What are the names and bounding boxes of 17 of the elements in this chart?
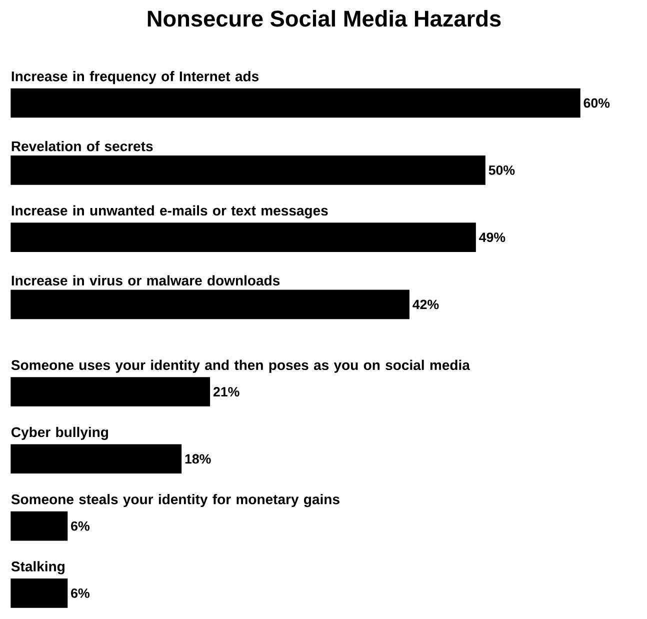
data-label: 21% [213,387,240,396]
chart-title: Nonsecure Social Media Hazards [148,10,501,27]
data-label: 6% [71,521,90,531]
data-label: 50% [488,165,515,175]
data-label: 42% [412,300,439,310]
data-label: 6% [71,588,90,598]
y-tick-label: Increase in frequency of Internet ads [12,71,259,84]
data-label: 60% [584,98,610,108]
y-tick-label: Stalking [11,561,64,574]
y-tick-label: Revelation of secrets [12,140,153,152]
y-tick-label: Increase in virus or malware downloads [12,275,280,286]
y-tick-label: Cyber bullying [12,426,108,440]
data-label: 18% [185,454,211,464]
y-tick-label: Someone uses your identity and then poses as you on social media [11,360,470,373]
y-tick-label: Someone steals your identity for monetary gains [11,494,340,508]
y-tick-label: Increase in unwanted e-mails or text messages [12,205,328,218]
data-label: 49% [479,232,506,242]
